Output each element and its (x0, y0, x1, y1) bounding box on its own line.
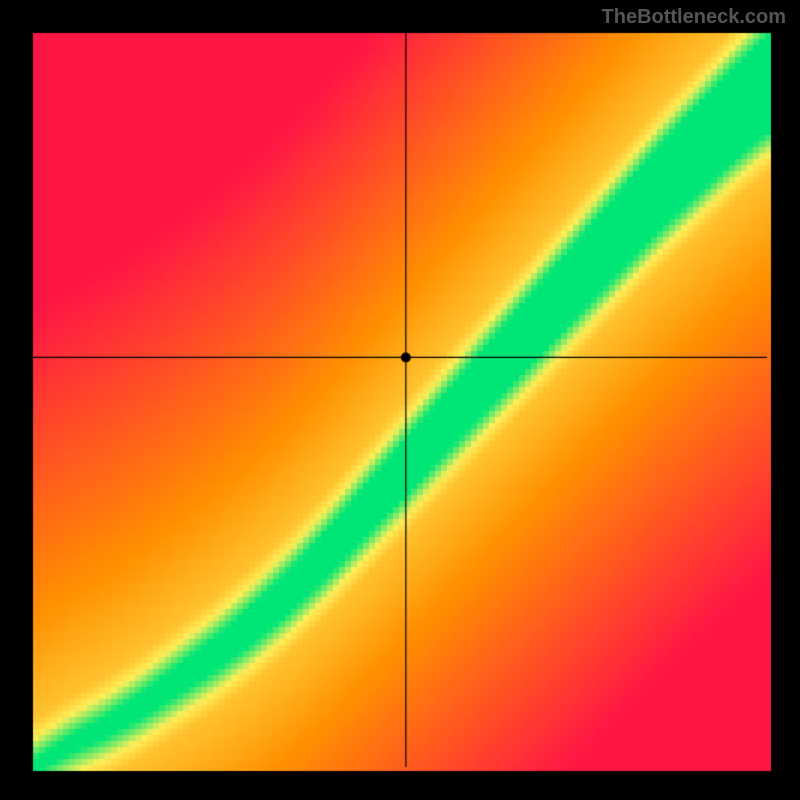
chart-container: TheBottleneck.com (0, 0, 800, 800)
bottleneck-heatmap (0, 0, 800, 800)
watermark-text: TheBottleneck.com (602, 6, 786, 29)
